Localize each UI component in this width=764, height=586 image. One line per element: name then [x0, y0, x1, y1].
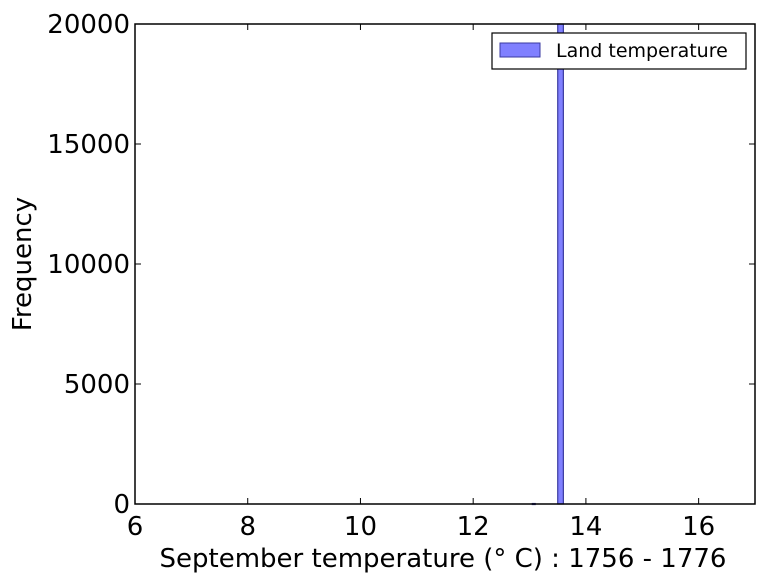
x-tick-label: 10 — [344, 512, 377, 542]
y-axis: 0 5000 10000 15000 20000 — [47, 10, 755, 520]
histogram-bars — [531, 23, 564, 506]
y-tick-label: 0 — [113, 490, 130, 520]
y-tick-label: 20000 — [47, 10, 130, 40]
x-tick-label: 8 — [239, 512, 256, 542]
y-tick-label: 15000 — [47, 130, 130, 160]
x-axis-label: September temperature (° C) : 1756 - 177… — [160, 544, 727, 574]
x-tick-label: 12 — [457, 512, 490, 542]
legend-swatch — [499, 42, 541, 58]
y-tick-label: 10000 — [47, 250, 130, 280]
legend-entry-land-temperature: Land temperature — [556, 40, 728, 62]
x-axis: 6 8 10 12 14 16 — [127, 24, 715, 542]
x-tick-label: 14 — [569, 512, 602, 542]
legend: Land temperature — [491, 32, 747, 70]
plot-frame — [134, 23, 756, 505]
y-tick-label: 5000 — [64, 370, 130, 400]
x-tick-label: 6 — [127, 512, 144, 542]
histogram-bar — [557, 23, 564, 505]
y-axis-label: Frequency — [8, 197, 38, 331]
x-tick-label: 16 — [682, 512, 715, 542]
